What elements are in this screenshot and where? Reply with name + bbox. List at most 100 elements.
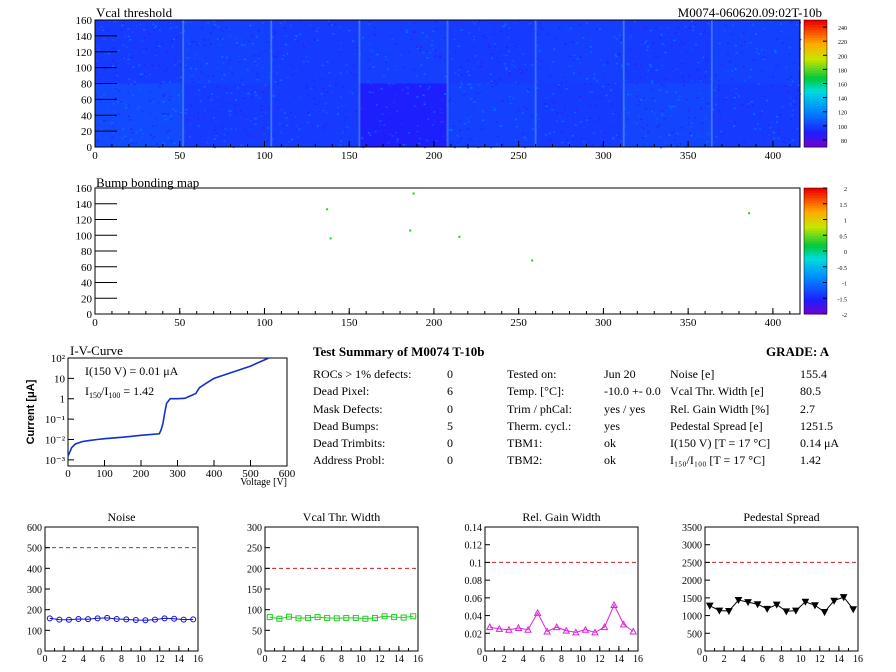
pixel-noise [191,40,194,43]
x-tick-label: 8 [559,654,564,665]
pixel-noise [567,142,570,144]
pixel-noise [277,82,280,85]
pixel-noise [720,115,723,117]
pixel-noise [616,79,619,82]
pixel-noise [531,113,534,115]
pixel-noise [501,100,504,102]
pixel-noise [260,115,263,117]
color-scale-band [804,195,827,199]
pixel-noise [505,66,508,69]
pixel-noise [586,53,589,56]
pixel-noise [271,138,274,141]
color-scale-band [804,73,827,77]
plot-frame [44,526,199,652]
pixel-noise [725,40,728,42]
pixel-noise [651,110,654,113]
pixel-noise [596,145,599,147]
pixel-noise [193,57,196,60]
color-scale-label: 240 [838,26,847,32]
pixel-noise [313,142,316,145]
pixel-noise [257,57,260,60]
pixel-noise [560,130,563,132]
pixel-noise [700,129,703,131]
pixel-noise [509,82,512,84]
pixel-noise [474,55,477,57]
pixel-noise [773,131,776,134]
pixel-noise [715,135,718,138]
pixel-noise [497,60,500,63]
pixel-noise [661,114,664,117]
pixel-noise [530,115,533,117]
pixel-noise [728,85,731,87]
pixel-noise [106,121,109,123]
pixel-noise [507,50,510,53]
pixel-noise [180,76,183,78]
pixel-noise [202,105,205,107]
pixel-noise [152,23,155,26]
pixel-noise [537,44,540,47]
pixel-noise [170,40,173,42]
pixel-noise [789,117,792,120]
pixel-noise [405,29,408,32]
pixel-noise [469,138,472,141]
y-tick-label: 10⁻³ [45,455,66,467]
pixel-noise [514,138,517,141]
pixel-noise [583,83,586,85]
pixel-noise [512,97,515,100]
pixel-noise [348,29,351,32]
pixel-noise [550,68,553,71]
pixel-noise [241,91,244,94]
pixel-noise [197,78,200,80]
pixel-noise [430,112,433,114]
pixel-noise [130,82,133,85]
pixel-noise [210,119,213,122]
pixel-noise [690,122,693,125]
pixel-noise [718,42,721,45]
y-tick-label: 100 [76,230,93,242]
pixel-noise [772,76,775,78]
pixel-noise [640,44,643,47]
dead-bump-point [748,212,751,215]
color-scale-band [804,276,827,280]
y-tick-label: 120 [76,215,93,227]
pixel-noise [286,76,289,79]
pixel-noise [525,68,528,71]
pixel-noise [463,90,466,93]
pixel-noise [289,53,292,56]
pixel-noise [575,42,578,44]
data-point [552,623,561,631]
pixel-noise [419,128,422,130]
pixel-noise [271,21,274,23]
pixel-noise [107,43,110,45]
pixel-noise [186,119,189,121]
color-scale-label: 80 [841,139,847,145]
color-scale-band [804,208,827,212]
data-point [333,615,340,622]
pixel-noise [612,113,615,115]
color-scale-band [804,134,827,138]
pixel-noise [128,78,131,81]
pixel-noise [193,40,196,43]
pixel-noise [368,20,371,23]
x-tick-label: 6 [100,654,105,665]
color-scale-band [804,286,827,290]
pixel-noise [788,32,791,35]
x-tick-label: 12 [815,654,825,665]
pixel-noise [386,142,389,145]
color-scale-band [804,63,827,67]
pixel-noise [789,21,792,23]
pixel-noise [250,103,253,105]
x-tick-label: 6 [320,654,325,665]
pixel-noise [148,100,151,102]
pixel-noise [257,55,260,57]
pixel-noise [474,97,477,100]
pixel-noise [128,53,131,56]
pixel-noise [304,70,307,72]
pixel-noise [170,118,173,120]
pixel-noise [328,84,331,87]
y-tick-label: 300 [247,523,262,534]
pixel-noise [250,35,253,37]
pixel-noise [254,117,257,120]
pixel-noise [350,50,353,52]
x-tick-label: 16 [413,654,423,665]
